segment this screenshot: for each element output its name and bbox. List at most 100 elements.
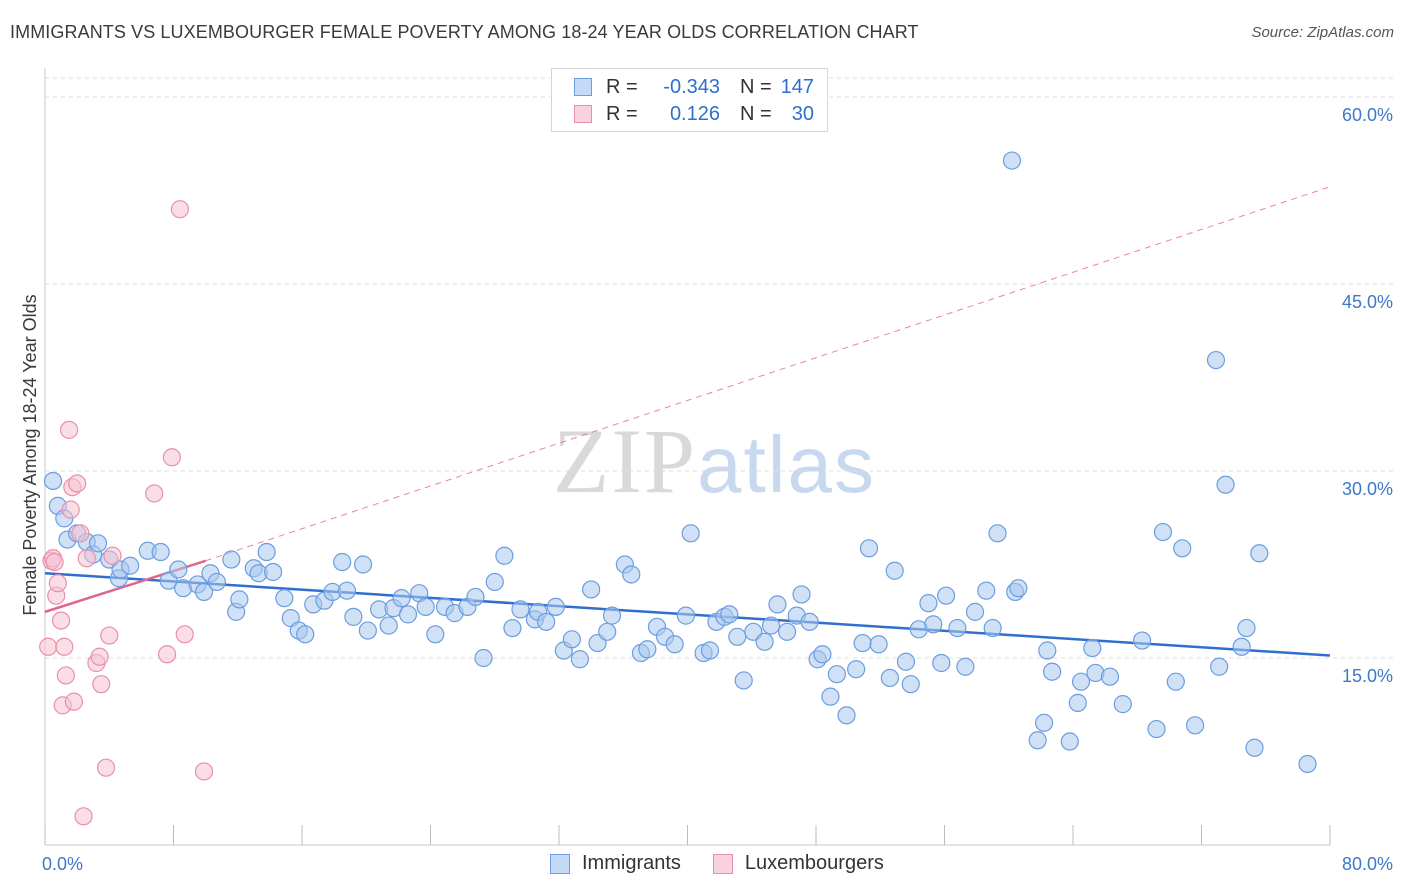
point-immigrants <box>755 632 774 651</box>
point-luxembourgers <box>74 807 93 826</box>
point-immigrants <box>1083 638 1102 658</box>
point-luxembourgers <box>56 666 75 685</box>
point-luxembourgers <box>92 675 111 694</box>
point-immigrants <box>169 560 188 579</box>
point-immigrants <box>880 668 899 688</box>
watermark-atlas: atlas <box>697 420 876 509</box>
point-immigrants <box>977 581 996 600</box>
legend-swatch-luxembourgers <box>712 853 733 874</box>
point-immigrants <box>919 594 938 613</box>
point-immigrants <box>546 597 565 616</box>
point-immigrants <box>416 597 435 616</box>
point-luxembourgers <box>96 758 116 777</box>
point-immigrants <box>901 675 920 694</box>
point-immigrants <box>207 572 226 592</box>
point-immigrants <box>230 590 249 609</box>
point-immigrants <box>988 524 1007 543</box>
point-immigrants <box>121 556 140 575</box>
point-immigrants <box>1132 631 1152 650</box>
point-immigrants <box>392 589 411 608</box>
point-immigrants <box>734 671 753 690</box>
point-immigrants <box>257 542 276 562</box>
x-tick-label: 80.0% <box>1342 854 1393 874</box>
point-immigrants <box>768 595 787 614</box>
legend-swatch-luxembourgers <box>574 105 592 123</box>
axes <box>44 68 1331 846</box>
point-immigrants <box>885 561 904 580</box>
point-immigrants <box>275 589 294 608</box>
point-immigrants <box>1166 672 1185 691</box>
point-immigrants <box>681 524 700 543</box>
point-immigrants <box>1210 657 1229 676</box>
point-immigrants <box>426 625 445 644</box>
point-immigrants <box>570 650 589 669</box>
point-immigrants <box>1028 731 1047 750</box>
point-immigrants <box>847 660 866 679</box>
point-luxembourgers <box>90 647 109 666</box>
legend-r-value: -0.343 <box>663 75 720 98</box>
point-immigrants <box>1100 667 1120 686</box>
point-luxembourgers <box>59 420 79 439</box>
point-immigrants <box>353 555 373 574</box>
watermark: ZIPatlas <box>553 408 876 514</box>
point-immigrants <box>1043 662 1062 681</box>
point-immigrants <box>263 562 283 582</box>
point-immigrants <box>88 534 108 553</box>
legend-row-immigrants: R = -0.343 N = 147 <box>552 74 814 100</box>
point-immigrants <box>562 630 581 649</box>
point-immigrants <box>821 687 840 706</box>
point-luxembourgers <box>162 448 181 467</box>
y-tick-label: 45.0% <box>1342 292 1393 312</box>
point-luxembourgers <box>170 200 190 219</box>
point-immigrants <box>503 618 522 638</box>
point-luxembourgers <box>39 637 58 656</box>
point-immigrants <box>337 581 357 600</box>
point-immigrants <box>720 605 739 624</box>
point-luxembourgers <box>64 692 84 711</box>
legend-r-value: 0.126 <box>669 102 720 125</box>
point-immigrants <box>792 585 811 604</box>
point-luxembourgers <box>61 500 80 519</box>
point-immigrants <box>296 625 315 644</box>
point-immigrants <box>379 616 398 635</box>
point-luxembourgers <box>55 637 74 656</box>
point-immigrants <box>965 602 985 621</box>
point-immigrants <box>777 622 797 641</box>
legend-r-label: R = <box>606 75 638 98</box>
point-immigrants <box>485 572 504 592</box>
legend-label-immigrants: Immigrants <box>582 852 681 874</box>
point-immigrants <box>495 546 514 565</box>
point-immigrants <box>813 645 832 664</box>
point-immigrants <box>511 600 530 619</box>
legend-row-luxembourgers: R = 0.126 N = 30 <box>552 101 814 127</box>
point-immigrants <box>474 648 493 668</box>
point-luxembourgers <box>145 484 164 503</box>
point-immigrants <box>1245 738 1264 757</box>
point-immigrants <box>602 606 622 625</box>
y-axis-label: Female Poverty Among 18-24 Year Olds <box>20 294 40 615</box>
point-immigrants <box>622 565 641 584</box>
point-immigrants <box>937 586 956 605</box>
x-tick-label: 0.0% <box>42 854 83 874</box>
point-immigrants <box>1237 618 1256 638</box>
point-immigrants <box>1038 641 1057 660</box>
legend-n-value: 30 <box>791 102 814 125</box>
point-immigrants <box>333 552 352 572</box>
point-immigrants <box>1009 579 1028 598</box>
y-tick-label: 15.0% <box>1342 666 1393 686</box>
source-credit: Source: ZipAtlas.com <box>1251 24 1394 41</box>
point-luxembourgers <box>51 611 71 630</box>
point-immigrants <box>948 618 967 638</box>
point-immigrants <box>43 471 63 491</box>
data-points <box>39 151 1317 826</box>
point-immigrants <box>869 635 888 654</box>
legend-swatch-immigrants <box>550 853 570 874</box>
point-immigrants <box>582 580 601 599</box>
point-immigrants <box>1068 693 1087 712</box>
point-immigrants <box>827 665 846 684</box>
point-immigrants <box>1034 713 1054 732</box>
point-immigrants <box>924 615 943 634</box>
point-immigrants <box>896 652 916 671</box>
tick-labels: 15.0% 30.0% 45.0% 60.0% 0.0% 80.0% <box>42 105 1393 874</box>
